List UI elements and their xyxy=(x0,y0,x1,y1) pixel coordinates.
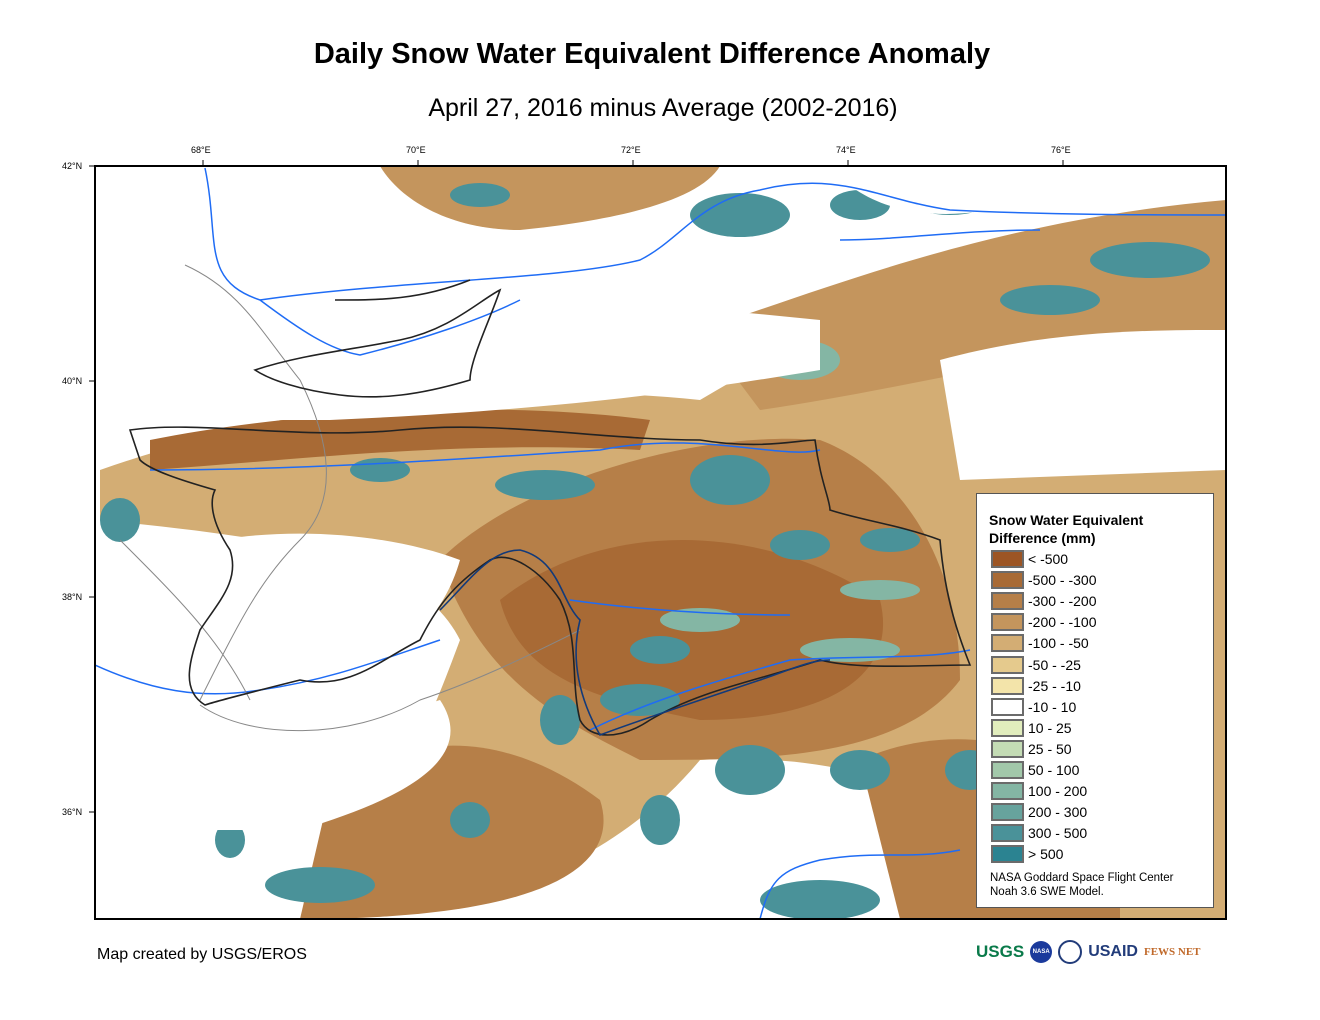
legend-swatch xyxy=(991,845,1024,864)
legend-label: -500 - -300 xyxy=(1028,572,1097,589)
legend-label: 200 - 300 xyxy=(1028,804,1088,821)
lat-tick-38: 38°N xyxy=(62,592,83,602)
lon-tick-68: 68°E xyxy=(191,145,211,155)
legend-item: 300 - 500 xyxy=(991,824,1088,843)
legend-swatch xyxy=(991,824,1024,843)
legend-label: -100 - -50 xyxy=(1028,635,1089,652)
legend-label: -300 - -200 xyxy=(1028,593,1097,610)
legend-item: -10 - 10 xyxy=(991,697,1077,716)
legend-swatch xyxy=(991,739,1024,758)
legend-item: -50 - -25 xyxy=(991,655,1081,674)
legend-item: -200 - -100 xyxy=(991,613,1097,632)
legend-label: -25 - -10 xyxy=(1028,677,1081,694)
usaid-seal-icon xyxy=(1058,940,1083,964)
legend-swatch xyxy=(991,655,1024,674)
legend-item: -100 - -50 xyxy=(991,634,1089,653)
legend-swatch xyxy=(991,550,1024,568)
legend-label: 100 - 200 xyxy=(1028,783,1088,800)
legend-item: > 500 xyxy=(991,845,1064,864)
map-title: Daily Snow Water Equivalent Difference A… xyxy=(313,38,991,70)
lon-tick-74: 74°E xyxy=(836,145,856,155)
lon-tick-70: 70°E xyxy=(406,145,426,155)
usaid-logo: USAID xyxy=(1088,943,1138,960)
legend-item: 100 - 200 xyxy=(991,782,1088,801)
legend-item: -25 - -10 xyxy=(991,676,1081,695)
nasa-logo: NASA xyxy=(1030,941,1053,963)
legend-label: 25 - 50 xyxy=(1028,740,1072,757)
legend-label: -200 - -100 xyxy=(1028,614,1097,631)
legend-swatch xyxy=(991,571,1024,590)
lon-tick-76: 76°E xyxy=(1051,145,1071,155)
fews-net-logo: FEWS NET xyxy=(1143,946,1201,958)
legend-label: 10 - 25 xyxy=(1028,719,1072,736)
lat-tick-36: 36°N xyxy=(62,807,83,817)
legend-item: 50 - 100 xyxy=(991,761,1079,779)
legend-item: -300 - -200 xyxy=(991,592,1097,611)
legend-swatch xyxy=(991,697,1024,716)
map-credit: Map created by USGS/EROS xyxy=(97,946,307,963)
map-legend: Snow Water Equivalent Difference (mm) < … xyxy=(976,493,1214,908)
legend-item: -500 - -300 xyxy=(991,571,1097,590)
legend-label: -10 - 10 xyxy=(1028,698,1077,715)
legend-swatch xyxy=(991,718,1024,737)
legend-label: > 500 xyxy=(1028,846,1064,863)
legend-swatch xyxy=(991,634,1024,653)
legend-item: < -500 xyxy=(991,550,1068,568)
lon-tick-72: 72°E xyxy=(621,145,641,155)
map-subtitle: April 27, 2016 minus Average (2002-2016) xyxy=(428,94,898,122)
legend-swatch xyxy=(991,676,1024,695)
legend-swatch xyxy=(991,613,1024,632)
credit-line1: NASA Goddard Space Flight Center xyxy=(990,872,1174,884)
legend-label: < -500 xyxy=(1028,551,1069,567)
legend-credit: NASA Goddard Space Flight Center Noah 3.… xyxy=(990,871,1173,899)
legend-title-line1: Snow Water Equivalent xyxy=(989,512,1144,528)
legend-swatch xyxy=(991,761,1024,779)
legend-label: 300 - 500 xyxy=(1028,825,1088,842)
partner-logos: USGS NASA USAID FEWS NET xyxy=(976,940,1201,964)
credit-line2: Noah 3.6 SWE Model. xyxy=(990,886,1104,898)
legend-swatch xyxy=(991,803,1024,822)
legend-label: 50 - 100 xyxy=(1028,762,1080,778)
legend-item: 25 - 50 xyxy=(991,739,1072,758)
legend-swatch xyxy=(991,592,1024,611)
legend-item: 200 - 300 xyxy=(991,803,1088,822)
usgs-logo: USGS xyxy=(976,942,1025,961)
lat-tick-40: 40°N xyxy=(62,376,83,386)
legend-title-line2: Difference (mm) xyxy=(989,530,1096,546)
legend-title: Snow Water Equivalent Difference (mm) xyxy=(989,511,1143,547)
legend-label: -50 - -25 xyxy=(1028,656,1081,673)
map-frame xyxy=(94,165,1227,920)
lat-tick-42: 42°N xyxy=(62,161,83,171)
legend-swatch xyxy=(991,782,1024,801)
legend-item: 10 - 25 xyxy=(991,718,1072,737)
